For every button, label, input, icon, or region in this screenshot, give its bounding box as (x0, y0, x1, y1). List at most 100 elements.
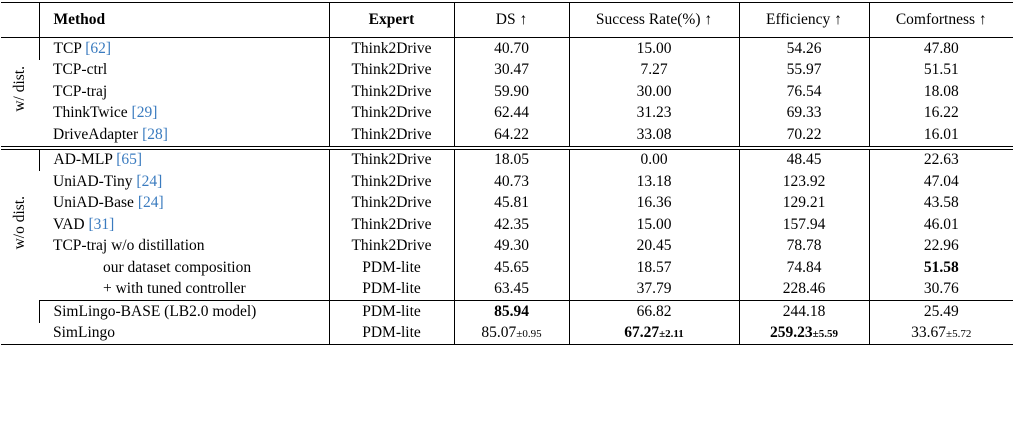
method-cell: VAD [31] (39, 214, 329, 236)
value-cell: 33.67±5.72 (868, 322, 1013, 345)
value-cell: 48.45 (738, 145, 869, 171)
table-row: w/ dist. TCP [62] Think2Drive 40.70 15.00 54.… (1, 37, 1013, 112)
table-row: SimLingo PDM-lite 85.07±0.95 67.27±2.11 259.… (1, 322, 1013, 345)
value-cell: 244.18 (738, 300, 869, 323)
group-label: w/o dist. (10, 195, 28, 250)
value-cell: 123.92 (738, 171, 869, 193)
group-cell (1, 301, 39, 345)
value-cell: 51.51 (868, 59, 1013, 81)
citation: [62] (85, 39, 112, 57)
method-cell: TCP-traj (39, 81, 329, 103)
table-row: + with tuned controller PDM-lite 63.45 37.7… (1, 278, 1013, 301)
expert-cell: Think2Drive (328, 214, 454, 236)
citation: [31] (88, 215, 115, 233)
value-cell: 45.65 (453, 257, 569, 279)
table-row: DriveAdapter [28] Think2Drive 64.22 33.08 70… (1, 124, 1013, 148)
method-cell: UniAD-Tiny [24] (39, 171, 329, 193)
expert-cell: Think2Drive (328, 124, 454, 148)
value-cell: 62.44 (453, 102, 569, 124)
group-cell: w/ dist. (1, 38, 39, 148)
method-name: TCP-traj w/o distillation (53, 237, 205, 255)
value-cell: 30.00 (568, 81, 739, 103)
method-name: TCP (53, 39, 82, 57)
expert-cell: PDM-lite (328, 278, 454, 301)
value-cell: 22.63 (868, 145, 1013, 171)
method-cell: our dataset composition (39, 257, 329, 279)
group-cell: w/o dist. (1, 145, 39, 301)
value-cell: 18.57 (568, 257, 739, 279)
header-cell: Efficiency ↑ (738, 2, 869, 38)
value-cell: 40.70 (453, 37, 569, 60)
table-row: ThinkTwice [29] Think2Drive 62.44 31.23 69.3… (1, 102, 1013, 124)
method-cell: + with tuned controller (39, 279, 329, 301)
citation: [24] (136, 172, 163, 190)
expert-cell: Think2Drive (328, 59, 454, 81)
method-name: DriveAdapter (53, 125, 139, 143)
value-cell: 13.18 (568, 171, 739, 193)
method-name: UniAD-Tiny (53, 172, 133, 190)
value-cell: 31.23 (568, 102, 739, 124)
header-cell: DS ↑ (453, 2, 569, 38)
value-cell: 66.82 (568, 300, 739, 323)
value-cell: 46.01 (868, 214, 1013, 236)
table-row: our dataset composition PDM-lite 45.65 18.5… (1, 257, 1013, 279)
value: 33.67 (911, 324, 947, 342)
value-cell: 40.73 (453, 171, 569, 193)
table-row: TCP-ctrl Think2Drive 30.47 7.27 55.97 51.51 (1, 59, 1013, 82)
value-cell: 15.00 (568, 214, 739, 236)
results-table: Method Expert DS ↑ Success Rate(%) ↑ Efficie… (1, 2, 1013, 345)
method-cell: TCP-traj w/o distillation (39, 236, 329, 258)
expert-cell: PDM-lite (328, 322, 454, 345)
value-cell: 15.00 (568, 37, 739, 60)
method-name: ThinkTwice (53, 104, 128, 122)
value-cell: 70.22 (738, 124, 869, 148)
value-cell: 43.58 (868, 192, 1013, 214)
value-cell: 49.30 (453, 235, 569, 257)
method-cell: TCP-ctrl (39, 60, 329, 82)
value-cell: 63.45 (453, 278, 569, 301)
method-name: VAD (53, 215, 85, 233)
value-cell: 51.58 (868, 257, 1013, 279)
method-cell: TCP [62] (38, 37, 329, 60)
expert-cell: Think2Drive (328, 81, 454, 103)
method-name: TCP-ctrl (53, 61, 108, 79)
header-cell: Success Rate(%) ↑ (568, 2, 739, 38)
std-dev: ±2.11 (659, 328, 684, 341)
value-cell: 16.22 (868, 102, 1013, 124)
value-cell: 37.79 (568, 278, 739, 301)
value-cell: 30.76 (868, 278, 1013, 301)
citation: [28] (142, 125, 168, 143)
value-cell: 16.36 (568, 192, 739, 214)
value-cell: 20.45 (568, 235, 739, 257)
value-cell: 47.80 (868, 37, 1013, 60)
header-cell: Comfortness ↑ (868, 2, 1013, 38)
method-name: SimLingo (53, 324, 116, 342)
expert-cell: Think2Drive (328, 102, 454, 124)
table-row: w/o dist. AD-MLP [65] Think2Drive 18.05 0.00… (1, 145, 1013, 301)
header-cell: Expert (328, 2, 454, 38)
table-row: TCP-traj Think2Drive 59.90 30.00 76.54 18.08 (1, 81, 1013, 103)
value-cell: 85.94 (453, 300, 569, 323)
citation: [29] (131, 104, 158, 122)
value-cell: 74.84 (738, 257, 869, 279)
value-cell: 22.96 (868, 235, 1013, 257)
value-cell: 85.07±0.95 (453, 322, 569, 345)
header-cell (1, 2, 39, 38)
value-cell: 7.27 (568, 59, 739, 81)
value-cell: 42.35 (453, 214, 569, 236)
value-cell: 33.08 (568, 124, 739, 148)
std-dev: ±5.59 (812, 328, 838, 341)
expert-cell: Think2Drive (328, 171, 454, 193)
value: 259.23 (770, 324, 813, 342)
header-cell: Method (38, 2, 329, 38)
table-row: UniAD-Base [24] Think2Drive 45.81 16.36 129.… (1, 192, 1013, 214)
method-cell: SimLingo-BASE (LB2.0 model) (38, 300, 329, 323)
method-cell: DriveAdapter [28] (39, 124, 329, 148)
std-dev: ±5.72 (946, 328, 972, 341)
value-cell: 54.26 (738, 37, 869, 60)
value: 85.07 (481, 324, 517, 342)
method-name: + with tuned controller (103, 280, 246, 298)
group-label: w/ dist. (10, 66, 28, 113)
value-cell: 129.21 (738, 192, 869, 214)
